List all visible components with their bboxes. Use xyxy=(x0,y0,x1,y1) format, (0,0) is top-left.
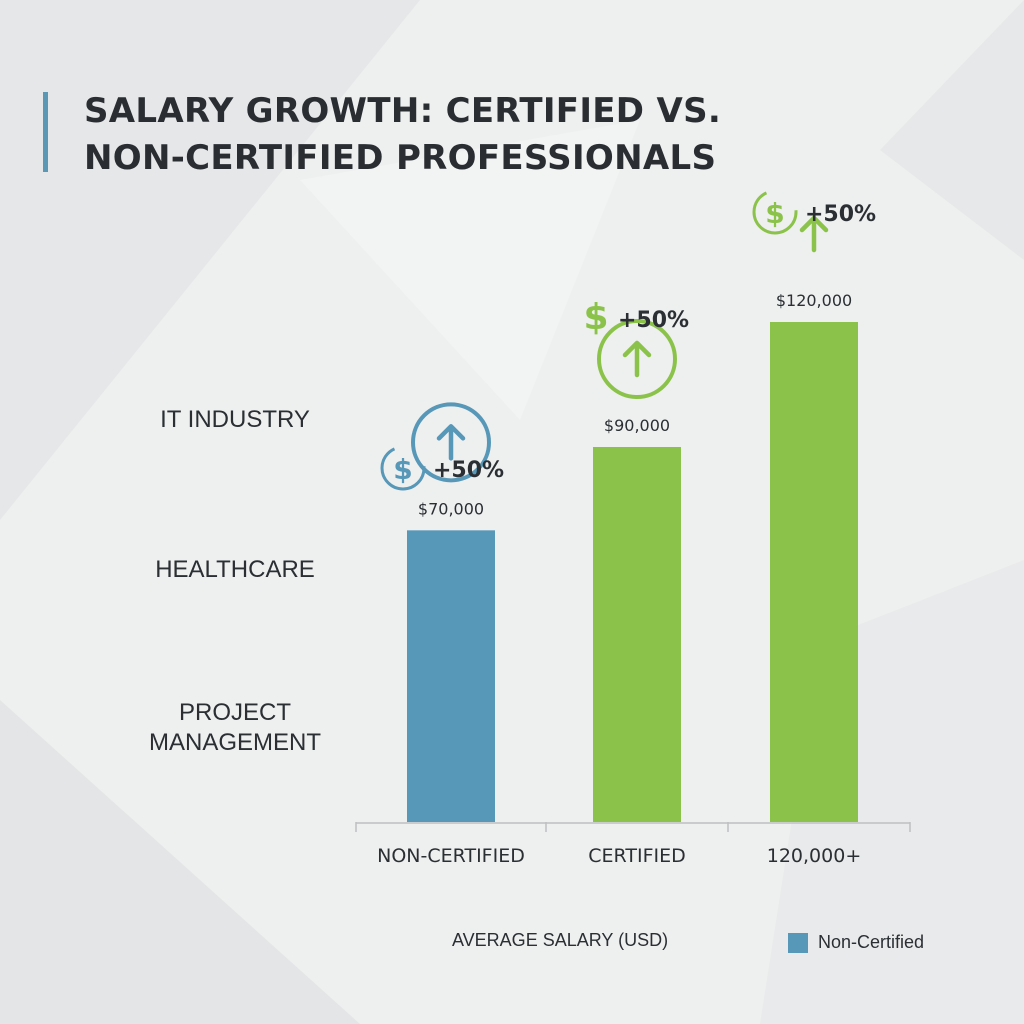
chart-title-line-2: NON-CERTIFIED PROFESSIONALS xyxy=(84,138,717,178)
category-label-non-certified: NON-CERTIFIED xyxy=(377,845,525,867)
growth-label-certified: +50% xyxy=(618,308,689,333)
growth-label-120-000: +50% xyxy=(805,202,876,227)
bar-non-certified xyxy=(407,530,495,822)
legend-swatch-non-certified xyxy=(788,932,808,953)
dollar-ring xyxy=(752,189,798,235)
category-label-certified: CERTIFIED xyxy=(588,845,685,867)
arrow-glyph xyxy=(799,215,829,253)
arrow-ring xyxy=(597,319,677,399)
dollar-icon: $ xyxy=(752,189,798,235)
growth-label-non-certified: +50% xyxy=(433,458,504,483)
legend-label-non-certified: Non-Certified xyxy=(818,932,925,952)
arrow-glyph xyxy=(436,424,466,461)
dollar-sign: $ xyxy=(583,297,608,338)
chart-marks: $70,000 NON-CERTIFIED $ +50% $90,000 CERTIFIE… xyxy=(355,189,911,867)
arrow-glyph xyxy=(622,340,652,378)
legend: Non-Certified xyxy=(788,932,924,953)
title-accent-bar xyxy=(43,92,48,172)
bar-120-000 xyxy=(770,322,858,822)
chart-title: SALARY GROWTH: CERTIFIED VS. NON-CERTIFI… xyxy=(84,88,984,182)
category-label-120-000: 120,000+ xyxy=(767,845,862,867)
dollar-sign: $ xyxy=(765,197,784,230)
dollar-sign: $ xyxy=(393,453,412,486)
up-arrow-icon xyxy=(411,402,491,483)
dollar-icon: $ xyxy=(583,297,608,338)
arrow-ring xyxy=(411,402,491,483)
chart-title-line-1: SALARY GROWTH: CERTIFIED VS. xyxy=(84,91,722,131)
row-label-it-industry: IT INDUSTRY xyxy=(160,406,310,433)
row-label-healthcare: HEALTHCARE xyxy=(155,556,315,583)
dollar-ring xyxy=(380,445,426,491)
dollar-icon: $ xyxy=(380,445,426,491)
row-label-project-management: PROJECT MANAGEMENT xyxy=(148,699,321,756)
x-axis-title: AVERAGE SALARY (USD) xyxy=(452,930,669,950)
value-label-certified: $90,000 xyxy=(604,416,670,435)
value-label-120-000: $120,000 xyxy=(776,291,852,310)
up-arrow-icon xyxy=(799,215,829,253)
bar-certified xyxy=(593,447,681,822)
value-label-non-certified: $70,000 xyxy=(418,499,484,518)
up-arrow-icon xyxy=(597,319,677,399)
